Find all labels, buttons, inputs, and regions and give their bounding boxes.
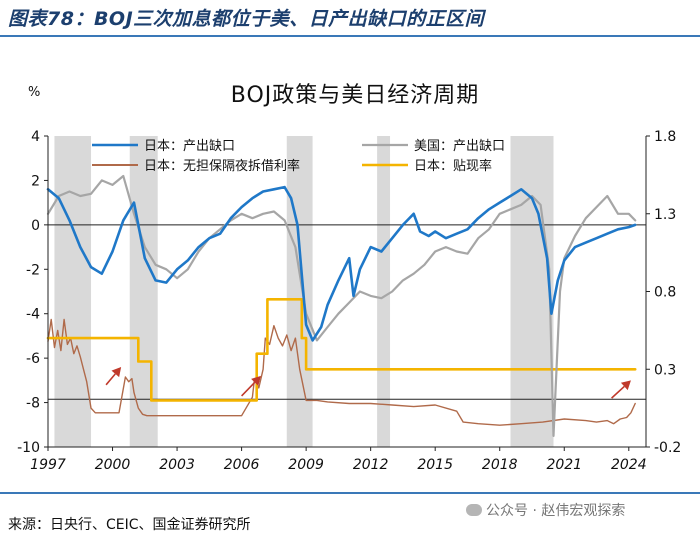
- x-tick-label: 2006: [224, 457, 260, 473]
- left-tick-label: -4: [26, 307, 40, 323]
- legend-label: 日本：无担保隔夜拆借利率: [144, 158, 300, 174]
- arrow-head: [111, 367, 122, 378]
- chart-canvas: -10 -8 -6 -4 -2 0 2 4 -0.2 0.3 0.8 1.3 1.8 1997 2000 20…: [17, 83, 681, 473]
- left-tick-label: -2: [26, 262, 40, 278]
- x-tick-label: 2021: [546, 457, 582, 473]
- x-tick-label: 1997: [30, 457, 66, 473]
- title-rule: [0, 35, 700, 37]
- arrows: [105, 367, 631, 399]
- arrow-shaft: [105, 373, 116, 386]
- x-tick-label: 2000: [95, 457, 131, 473]
- series-layer: [46, 174, 637, 437]
- source-note: 来源：日央行、CEIC、国金证券研究所: [8, 517, 251, 533]
- left-tick-label: -10: [17, 440, 40, 456]
- right-tick-label: 1.8: [654, 129, 676, 145]
- reference-lines: [48, 224, 646, 400]
- legend-label: 美国：产出缺口: [414, 139, 505, 154]
- x-tick-label: 2015: [417, 457, 453, 473]
- left-tick-label: -6: [26, 351, 40, 367]
- series-line-discount-rate: [46, 298, 637, 402]
- legend-label: 日本：产出缺口: [144, 139, 235, 154]
- right-tick-label: 0.8: [654, 285, 676, 301]
- right-tick-label: -0.2: [654, 440, 681, 456]
- left-tick-label: -8: [26, 396, 40, 412]
- x-tick-label: 2009: [288, 457, 324, 473]
- wechat-icon: [466, 504, 482, 516]
- shaded-period: [510, 136, 554, 447]
- series-line-jp-gap: [46, 185, 637, 342]
- bottom-rule: [0, 492, 700, 494]
- x-tick-label: 2024: [611, 457, 647, 473]
- legend-item-us-gap: 美国：产出缺口: [362, 139, 505, 154]
- x-tick-label: 2012: [353, 457, 389, 473]
- arrow-shaft: [611, 385, 625, 399]
- left-axis-unit: %: [28, 85, 40, 100]
- legend-item-call-rate: 日本：无担保隔夜拆借利率: [92, 158, 300, 174]
- left-tick-label: 0: [31, 218, 40, 234]
- right-tick-label: 0.3: [654, 362, 676, 378]
- arrow-shaft: [241, 381, 256, 397]
- x-tick-label: 2003: [159, 457, 195, 473]
- series-line-call-rate: [47, 318, 636, 426]
- shaded-period: [286, 136, 313, 447]
- x-tick-label: 2018: [482, 457, 518, 473]
- left-tick-label: 4: [31, 129, 40, 145]
- arrow-head: [620, 380, 631, 391]
- figure-title: 图表78：BOJ三次加息都位于美、日产出缺口的正区间: [8, 8, 485, 30]
- series-line-us-gap: [46, 174, 637, 437]
- shaded-period: [377, 136, 391, 447]
- watermark-text: 公众号 · 赵伟宏观探索: [486, 503, 626, 519]
- axes: -10 -8 -6 -4 -2 0 2 4 -0.2 0.3 0.8 1.3 1.8 1997 2000 20…: [17, 129, 681, 473]
- arrow-head: [251, 375, 261, 386]
- legend-label: 日本：贴现率: [414, 158, 492, 174]
- shaded-period: [54, 136, 92, 447]
- right-tick-label: 1.3: [654, 207, 676, 223]
- watermark: 公众号 · 赵伟宏观探索: [466, 500, 625, 520]
- legend-item-jp-gap: 日本：产出缺口: [92, 139, 235, 154]
- left-tick-label: 2: [31, 173, 40, 189]
- chart-title: BOJ政策与美日经济周期: [231, 83, 480, 108]
- legend-item-discount-rate: 日本：贴现率: [362, 158, 492, 174]
